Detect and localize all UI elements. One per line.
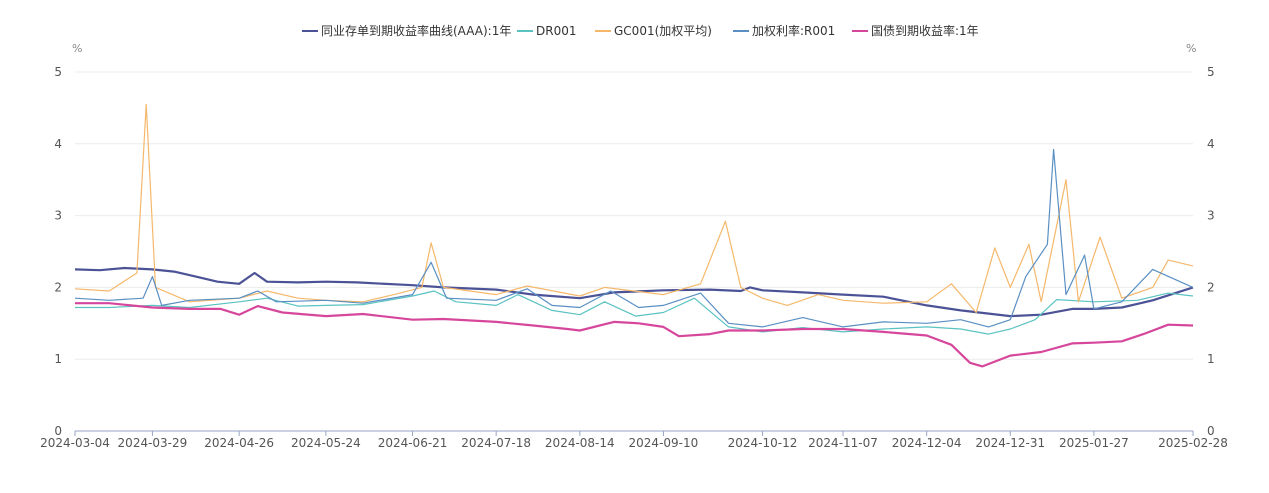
series-line (74, 148, 1194, 328)
series-line (75, 302, 1194, 368)
series-line (75, 290, 1194, 335)
y-tick-label-left: 3 (54, 209, 62, 223)
x-axis: 2024-03-04 2024-03-29 2024-04-26 2024-05-24… (40, 430, 1228, 450)
x-tick-label: 2025-01-27 (1059, 436, 1129, 450)
x-tick-label: 2024-10-12 (728, 436, 798, 450)
legend-label: DR001 (536, 24, 576, 38)
series-lines (74, 103, 1194, 368)
y-tick-label-left: 2 (54, 280, 62, 294)
x-tick-label: 2024-11-07 (808, 436, 878, 450)
y-tick-label-right: 1 (1207, 352, 1215, 366)
y-tick-label-right: 5 (1207, 65, 1215, 79)
legend-label: 同业存单到期收益率曲线(AAA):1年 (321, 23, 511, 38)
x-tick-label: 2024-07-18 (461, 436, 531, 450)
y-tick-label-left: 4 (54, 137, 62, 151)
x-tick-label: 2024-04-26 (204, 436, 274, 450)
legend-label: GC001(加权平均) (614, 24, 712, 38)
x-tick-label: 2024-12-04 (892, 436, 962, 450)
legend-label: 国债到期收益率:1年 (871, 23, 979, 38)
y-tick-label-left: 0 (54, 424, 62, 438)
x-tick-label: 2024-05-24 (291, 436, 361, 450)
x-tick-label: 2025-02-28 (1158, 436, 1228, 450)
left-axis-unit: % (72, 42, 82, 55)
grid-lines (75, 71, 1193, 360)
y-tick-label-left: 5 (54, 65, 62, 79)
y-tick-label-right: 0 (1207, 424, 1215, 438)
y-tick-label-left: 1 (54, 352, 62, 366)
x-tick-label: 2024-03-29 (118, 436, 188, 450)
y-tick-label-right: 2 (1207, 280, 1215, 294)
y-axis-left: 0 1 2 3 4 5 (54, 65, 62, 438)
x-tick-label: 2024-06-21 (378, 436, 448, 450)
y-tick-label-right: 4 (1207, 137, 1215, 151)
x-tick-label: 2024-03-04 (40, 436, 110, 450)
series-line (74, 266, 1194, 318)
y-tick-label-right: 3 (1207, 209, 1215, 223)
x-tick-label: 2024-09-10 (629, 436, 699, 450)
series-line (74, 103, 1194, 314)
y-axis-right: 0 1 2 3 4 5 (1207, 65, 1215, 438)
legend-label: 加权利率:R001 (752, 23, 835, 38)
legend: 同业存单到期收益率曲线(AAA):1年 DR001 GC001(加权平均) 加权利率:… (302, 23, 979, 38)
right-axis-unit: % (1186, 42, 1196, 55)
x-tick-label: 2024-08-14 (545, 436, 615, 450)
x-tick-label: 2024-12-31 (975, 436, 1045, 450)
